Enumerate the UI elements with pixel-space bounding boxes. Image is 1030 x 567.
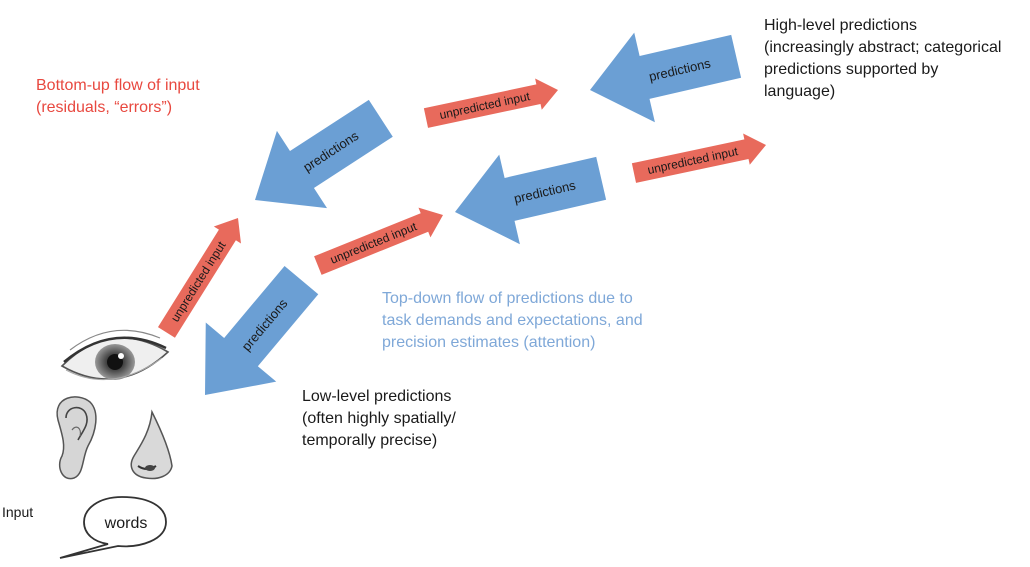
input-arrow-lower-middle-label: unpredicted input xyxy=(328,219,419,267)
prediction-arrow-middle: predictions xyxy=(444,133,612,257)
top-down-note-line2: task demands and expectations, and xyxy=(382,312,643,329)
high-level-note-line4: language) xyxy=(764,83,835,100)
nose-icon xyxy=(130,409,173,480)
input-arrow-lower-middle: unpredicted input xyxy=(311,200,449,281)
input-label: Input xyxy=(2,504,33,520)
low-level-note: Low-level predictions (often highly spat… xyxy=(302,388,460,449)
input-arrow-right-label: unpredicted input xyxy=(646,144,740,177)
speech-bubble-icon: words xyxy=(59,496,167,559)
input-arrow-lower-left: unpredicted input xyxy=(152,209,252,341)
top-down-note-line1: Top-down flow of predictions due to xyxy=(382,290,633,307)
high-level-note-line2: (increasingly abstract; categorical xyxy=(764,39,1001,56)
prediction-arrow-upper-left: predictions xyxy=(229,79,406,239)
ear-icon xyxy=(56,396,97,480)
input-arrow-upper-middle-label: unpredicted input xyxy=(438,89,532,122)
bottom-up-note-line2: (residuals, “errors”) xyxy=(36,99,172,116)
top-down-note-line3: precision estimates (attention) xyxy=(382,334,595,351)
low-level-note-line1: Low-level predictions xyxy=(302,388,451,405)
low-level-note-line2: (often highly spatially/ xyxy=(302,410,456,427)
top-down-note: Top-down flow of predictions due to task… xyxy=(382,290,647,351)
high-level-note-line3: predictions supported by xyxy=(764,61,938,78)
input-arrow-right: unpredicted input xyxy=(630,129,770,189)
bottom-up-note-line1: Bottom-up flow of input xyxy=(36,77,200,94)
bottom-up-note: Bottom-up flow of input (residuals, “err… xyxy=(36,77,204,116)
low-level-note-line3: temporally precise) xyxy=(302,432,437,449)
input-arrow-lower-left-label: unpredicted input xyxy=(168,238,229,324)
high-level-note: High-level predictions (increasingly abs… xyxy=(764,17,1006,100)
high-level-note-line1: High-level predictions xyxy=(764,17,917,34)
eye-icon xyxy=(60,329,170,381)
prediction-arrow-top: predictions xyxy=(579,11,747,135)
speech-bubble-text: words xyxy=(104,515,148,532)
input-arrow-upper-middle: unpredicted input xyxy=(422,74,562,134)
